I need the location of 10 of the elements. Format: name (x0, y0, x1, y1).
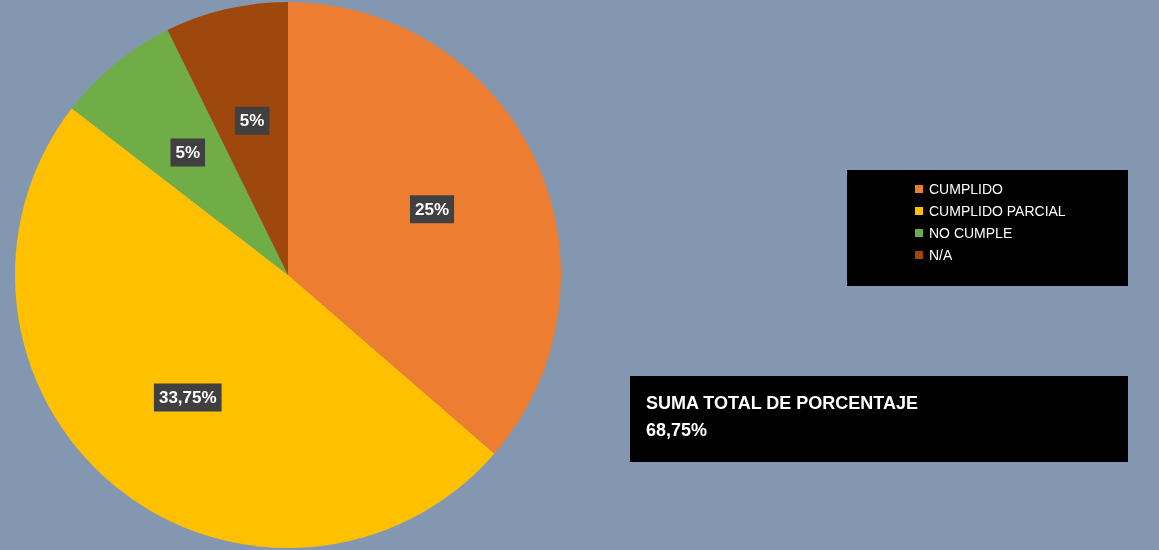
data-label: 33,75% (158, 388, 217, 408)
data-label: 5% (175, 143, 201, 163)
text: 68,75% (646, 419, 709, 442)
text: SUMA TOTAL DE PORCENTAJE (646, 392, 920, 415)
legend-label: CUMPLIDO (929, 181, 1003, 197)
legend-label: N/A (929, 247, 953, 263)
legend-label: CUMPLIDO PARCIAL (929, 203, 1066, 219)
legend-label: NO CUMPLE (929, 225, 1013, 241)
data-label: 5% (239, 111, 265, 131)
data-label: 25% (415, 199, 450, 219)
